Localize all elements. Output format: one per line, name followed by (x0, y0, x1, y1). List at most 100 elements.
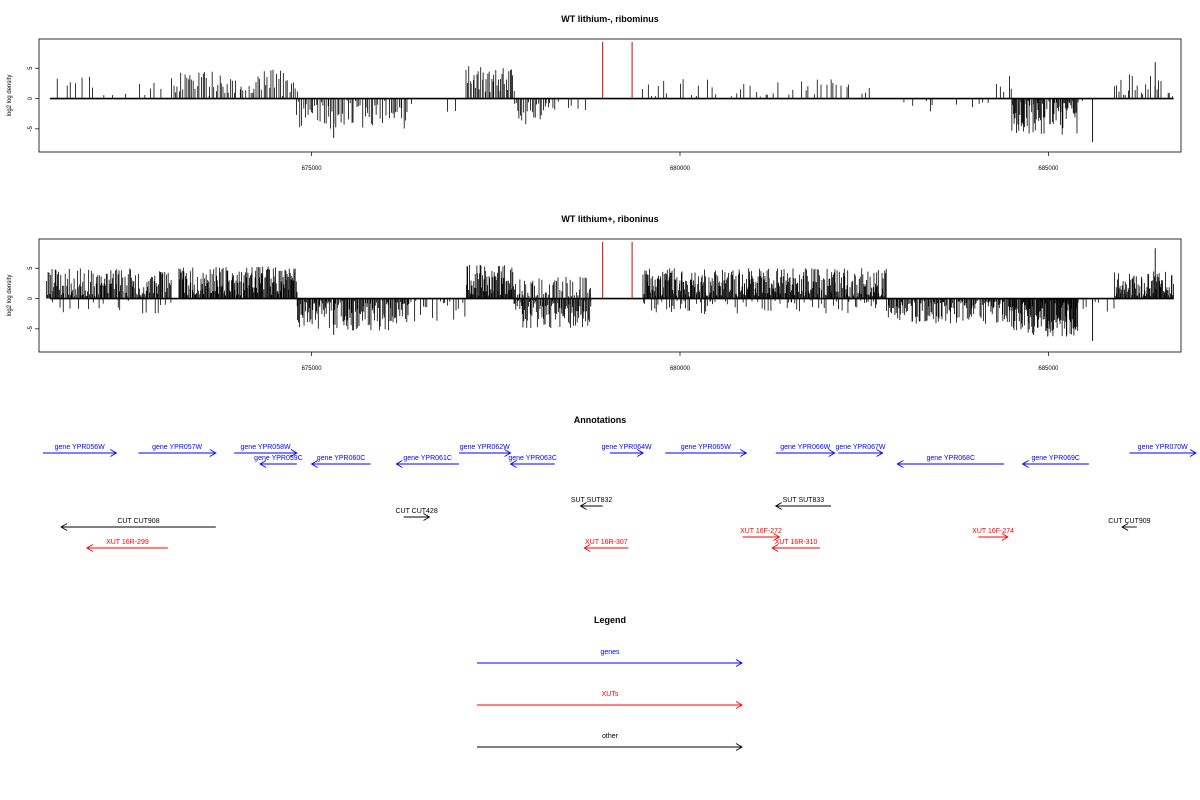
chart-panel-1: WT lithium-, ribominus log2 log density 5 0… (7, 14, 1182, 172)
y-tick-label: 0 (28, 96, 34, 100)
feature-gene: gene YPR058W (234, 444, 298, 457)
x-tick-label: 685000 (1038, 366, 1059, 372)
feature-label: XUT 16R-307 (585, 539, 628, 546)
feature-xut: XUT 16R-299 (85, 539, 168, 552)
arrow-head (85, 544, 94, 552)
arrow-head (740, 449, 748, 457)
feature-gene: gene YPR063C (508, 455, 557, 468)
feature-label: gene YPR057W (152, 444, 202, 451)
feature-gene: gene YPR068C (896, 455, 1005, 468)
feature-label: gene YPR067W (835, 444, 885, 451)
x-tick-label: 680000 (670, 166, 691, 172)
feature-label: gene YPR064W (602, 444, 652, 451)
feature-label: gene YPR059C (254, 455, 303, 462)
arrow-head (771, 544, 779, 552)
feature-gene: gene YPR064W (602, 444, 652, 457)
feature-label: gene YPR062W (460, 444, 510, 451)
annotations-title: Annotations (574, 415, 627, 425)
feature-gene: gene YPR056W (43, 444, 118, 457)
arrow-head (423, 513, 431, 521)
feature-gene: gene YPR059C (254, 455, 303, 468)
bar-series (56, 62, 1174, 143)
feature-other: SUT SUT833 (774, 497, 832, 510)
legend-label: XUTs (602, 691, 619, 698)
y-axis-label: log2 log density (7, 75, 13, 117)
feature-label: gene YPR058W (241, 444, 291, 451)
arrow-head (773, 533, 781, 541)
feature-xut: XUT 16R-307 (583, 539, 629, 552)
arrow-head (504, 449, 512, 457)
x-tick-label: 675000 (302, 166, 323, 172)
feature-other: CUT CUT909 (1108, 518, 1151, 531)
feature-gene: gene YPR060C (310, 455, 371, 468)
feature-label: gene YPR063C (508, 455, 557, 462)
arrow-head (828, 449, 836, 457)
feature-gene: gene YPR062W (458, 444, 512, 457)
arrow-head (209, 449, 217, 457)
x-tick-label: 680000 (670, 366, 691, 372)
feature-label: gene YPR070W (1138, 444, 1188, 451)
feature-gene: gene YPR069C (1021, 455, 1089, 468)
feature-label: gene YPR066W (780, 444, 830, 451)
feature-other: SUT SUT832 (571, 497, 613, 510)
legend-item-gene: genes (477, 649, 743, 667)
legend-item-xut: XUTs (477, 691, 743, 709)
arrow-head (259, 460, 267, 468)
arrow-head (110, 449, 118, 457)
feature-xut: XUT 16F-272 (740, 528, 782, 541)
arrow-head (60, 523, 68, 531)
feature-label: gene YPR065W (681, 444, 731, 451)
feature-label: CUT CUT908 (117, 518, 159, 525)
arrow-head (876, 449, 884, 457)
chart-title: WT lithium-, ribominus (561, 14, 659, 24)
feature-gene: gene YPR067W (835, 444, 886, 457)
feature-label: XUT 16R-310 (775, 539, 818, 546)
arrow-head (735, 743, 743, 751)
arrow-head (583, 544, 591, 552)
arrow-head (579, 502, 587, 510)
feature-label: gene YPR068C (926, 455, 975, 462)
feature-xut: XUT 16F-274 (972, 528, 1014, 541)
feature-label: gene YPR061C (403, 455, 452, 462)
feature-label: SUT SUT833 (783, 497, 825, 504)
feature-other: CUT CUT428 (395, 508, 438, 521)
y-tick-label: -5 (28, 325, 34, 331)
y-tick-label: -5 (28, 125, 34, 131)
feature-label: XUT 16R-299 (106, 539, 149, 546)
feature-label: CUT CUT428 (395, 508, 437, 515)
feature-label: SUT SUT832 (571, 497, 613, 504)
feature-gene: gene YPR057W (138, 444, 217, 457)
y-tick-label: 0 (28, 296, 34, 300)
legend-item-other: other (477, 733, 743, 751)
feature-label: gene YPR056W (55, 444, 105, 451)
plot-frame (38, 238, 1182, 353)
arrow-head (735, 659, 743, 667)
feature-xut: XUT 16R-310 (771, 539, 820, 552)
feature-label: gene YPR060C (317, 455, 366, 462)
arrow-head (896, 460, 904, 468)
feature-gene: gene YPR061C (395, 455, 459, 468)
annotations-panel: Annotations gene YPR056W gene YPR057W gene … (43, 415, 1197, 552)
legend: Legend genes XUTs other (477, 615, 743, 751)
arrow-head (1001, 533, 1009, 541)
arrow-head (1189, 449, 1197, 457)
arrow-head (774, 502, 783, 510)
legend-label: genes (600, 649, 620, 656)
arrow-head (290, 449, 298, 457)
legend-title: Legend (594, 615, 626, 625)
feature-label: XUT 16F-272 (740, 528, 782, 535)
y-axis-label: log2 log density (7, 275, 13, 317)
y-tick-label: 5 (28, 266, 34, 270)
bar-series (45, 248, 1174, 341)
feature-gene: gene YPR070W (1129, 444, 1197, 457)
chart-panel-2: WT lithium+, riboninus log2 log density 5 0… (7, 214, 1182, 372)
feature-label: CUT CUT909 (1108, 518, 1150, 525)
plot-frame (38, 38, 1182, 153)
feature-other: CUT CUT908 (60, 518, 216, 531)
arrow-head (509, 460, 517, 468)
feature-gene: gene YPR066W (775, 444, 836, 457)
arrow-head (1021, 460, 1029, 468)
arrow-head (310, 460, 318, 468)
arrow-head (636, 449, 645, 457)
